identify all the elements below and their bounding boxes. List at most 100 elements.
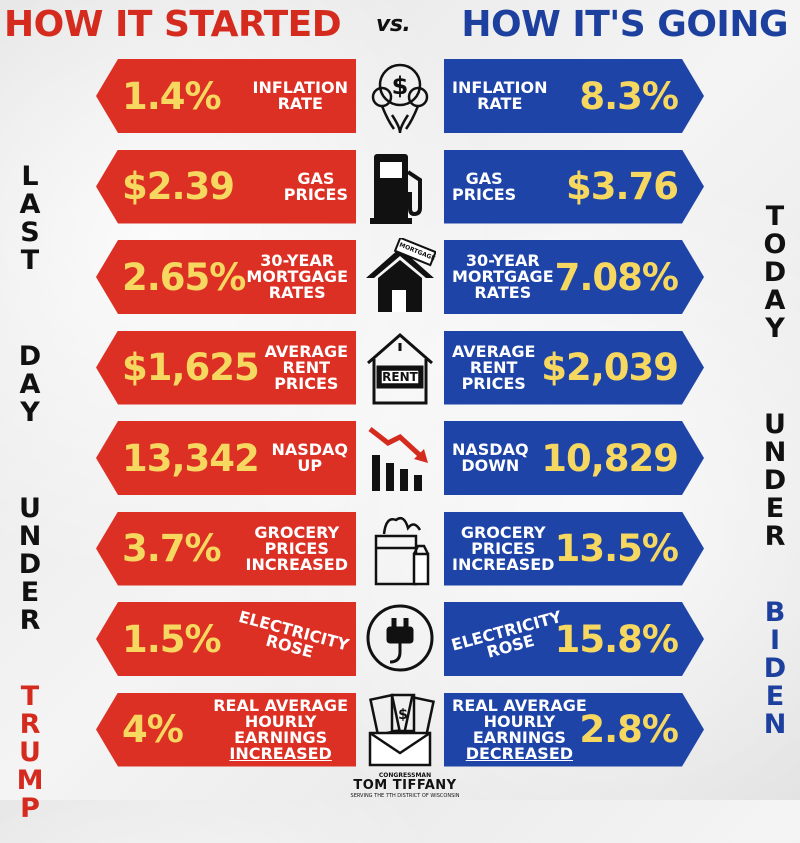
metric-label-line: RATES (474, 283, 532, 302)
footer-district: SERVING THE 7TH DISTRICT OF WISCONSIN (350, 793, 460, 799)
metric-label-line: INCREASED (452, 554, 555, 574)
metric-label-line: NASDAQ (452, 440, 529, 459)
metric-label-line: INCREASED (245, 554, 348, 574)
gas-pump-icon (364, 148, 436, 226)
metric-label: ELECTRICITY ROSE (227, 602, 355, 676)
metric-label: INFLATION RATE (452, 59, 547, 133)
metric-label: REAL AVERAGE HOURLY EARNINGS DECREASED (452, 693, 587, 767)
metric-label-line: HOURLY (483, 711, 556, 731)
header-vs: vs. (376, 12, 411, 37)
side-label-today-under-biden: TODAYTODAYUNDERUNDERBIDENBIDEN (763, 201, 787, 740)
metric-label-line: PRICES (452, 184, 517, 204)
comparison-row: 2.65% 30-YEAR MORTGAGE RATES MORTGAGE 30-YEAR… (0, 236, 800, 316)
icon-text: RENT (382, 369, 418, 384)
metric-label-line: RATES (268, 283, 326, 302)
trump-era-value: $2.39 (122, 165, 235, 208)
metric-label-line: GAS (465, 168, 503, 188)
header-how-its-going: HOW IT'S GOING (461, 4, 788, 45)
metric-label-line: INCREASED (229, 743, 332, 763)
metric-label: NASDAQ UP (271, 421, 348, 495)
metric-label-line: REAL AVERAGE (213, 695, 348, 715)
electric-plug-icon (364, 600, 436, 678)
metric-label: INFLATION RATE (253, 59, 348, 133)
biden-era-arrow: INFLATION RATE 8.3% (444, 59, 704, 133)
metric-label-line: AVERAGE (452, 341, 536, 361)
metric-label-line: REAL AVERAGE (452, 695, 587, 715)
trump-era-arrow: $1,625 AVERAGE RENT PRICES (96, 330, 356, 405)
declining-bar-chart-icon (364, 419, 436, 497)
metric-label: GAS PRICES (284, 150, 348, 224)
metric-label: GROCERY PRICES INCREASED (452, 512, 554, 586)
biden-era-value: 7.08% (554, 255, 678, 299)
footer-name: TOM TIFFANY (353, 778, 457, 793)
biden-era-arrow: AVERAGE RENT PRICES $2,039 (444, 331, 704, 405)
grocery-bag-icon (364, 510, 436, 588)
trump-era-arrow: 3.7% GROCERY PRICES INCREASED (96, 511, 356, 586)
metric-label: GROCERY PRICES INCREASED (246, 512, 348, 586)
biden-era-value: 13.5% (554, 527, 678, 570)
metric-label-line: GAS (297, 168, 335, 188)
biden-era-arrow: GAS PRICES $3.76 (444, 150, 704, 224)
metric-label-line: PRICES (264, 538, 329, 558)
comparison-row: 13,342 NASDAQ UP NASDAQ DOWN 10,829 (0, 421, 800, 497)
metric-label-line: MORTGAGE (246, 267, 348, 286)
metric-label: AVERAGE RENT PRICES (265, 331, 348, 405)
biden-era-value: 2.8% (579, 708, 678, 751)
comparison-row: 1.5% ELECTRICITY ROSE ELECTRICITY ROSE 15.8% (0, 602, 800, 678)
biden-era-arrow: NASDAQ DOWN 10,829 (444, 421, 704, 495)
biden-era-value: $3.76 (565, 165, 678, 208)
trump-era-arrow: 13,342 NASDAQ UP (96, 421, 356, 495)
rent-sign-house-icon: RENT (364, 329, 436, 407)
metric-label-line: HOURLY (244, 711, 317, 731)
house-mortgage-icon: MORTGAGE (364, 236, 437, 316)
metric-label-line: 30-YEAR (260, 251, 335, 270)
money-balloons-icon: $ (364, 57, 436, 135)
metric-label-line: RATE (277, 94, 323, 113)
svg-text:$: $ (398, 707, 408, 723)
metric-label-line: RENT (469, 357, 518, 377)
metric-label: REAL AVERAGE HOURLY EARNINGS INCREASED (213, 693, 348, 767)
metric-label: GAS PRICES (452, 150, 516, 224)
metric-label: AVERAGE RENT PRICES (452, 331, 535, 405)
trump-era-value: 4% (122, 708, 184, 751)
comparison-row: 3.7% GROCERY PRICES INCREASED GROCERY PRICES I… (0, 510, 800, 588)
trump-era-value: 13,342 (122, 436, 260, 480)
metric-label-line: MORTGAGE (452, 267, 554, 286)
trump-era-arrow: 2.65% 30-YEAR MORTGAGE RATES (96, 240, 356, 314)
metric-label-line: EARNINGS (234, 727, 328, 747)
metric-label-line: GROCERY (460, 522, 546, 542)
metric-label-line: RATE (477, 94, 523, 113)
footer-title: CONGRESSMAN (378, 772, 432, 779)
trump-era-arrow: $2.39 GAS PRICES (96, 149, 356, 224)
trump-era-value: 3.7% (122, 527, 222, 570)
metric-label-line: NASDAQ (271, 440, 348, 459)
trump-era-value: 1.4% (122, 74, 222, 118)
metric-label-line: DOWN (461, 456, 520, 475)
cash-envelope-icon: $ (364, 691, 436, 769)
header-how-it-started: HOW IT STARTED (4, 4, 342, 45)
biden-era-arrow: 30-YEAR MORTGAGE RATES 7.08% (444, 240, 704, 314)
metric-label-line: PRICES (274, 373, 339, 393)
biden-era-value: $2,039 (541, 346, 678, 389)
trump-era-value: 1.5% (122, 617, 222, 661)
metric-label-line: AVERAGE (264, 341, 348, 361)
metric-label-line: RENT (282, 357, 331, 377)
comparison-row: 4% REAL AVERAGE HOURLY EARNINGS INCREASED $ RE… (0, 691, 800, 769)
svg-text:$: $ (392, 72, 409, 100)
biden-era-value: 8.3% (579, 74, 678, 118)
metric-label-line: PRICES (283, 184, 348, 204)
metric-label-line: PRICES (471, 538, 536, 558)
trump-era-value: $1,625 (122, 346, 260, 389)
metric-label-line: GROCERY (254, 522, 340, 542)
metric-label: ELECTRICITY ROSE (444, 589, 572, 690)
trump-era-arrow: 4% REAL AVERAGE HOURLY EARNINGS INCREASED (96, 692, 356, 767)
metric-label: 30-YEAR MORTGAGE RATES (452, 240, 554, 314)
comparison-row: $1,625 AVERAGE RENT PRICES RENT AVERAGE RENT PR… (0, 329, 800, 407)
biden-era-value: 15.8% (554, 617, 678, 661)
metric-label-line: 30-YEAR (465, 251, 540, 270)
metric-label-line: PRICES (461, 373, 526, 393)
footer-logo: CONGRESSMAN TOM TIFFANY SERVING THE 7TH … (350, 772, 460, 800)
comparison-row: $2.39 GAS PRICES GAS PRICES $3.76 (0, 148, 800, 226)
metric-label: 30-YEAR MORTGAGE RATES (246, 240, 348, 314)
biden-era-arrow: ELECTRICITY ROSE 15.8% (444, 602, 704, 676)
